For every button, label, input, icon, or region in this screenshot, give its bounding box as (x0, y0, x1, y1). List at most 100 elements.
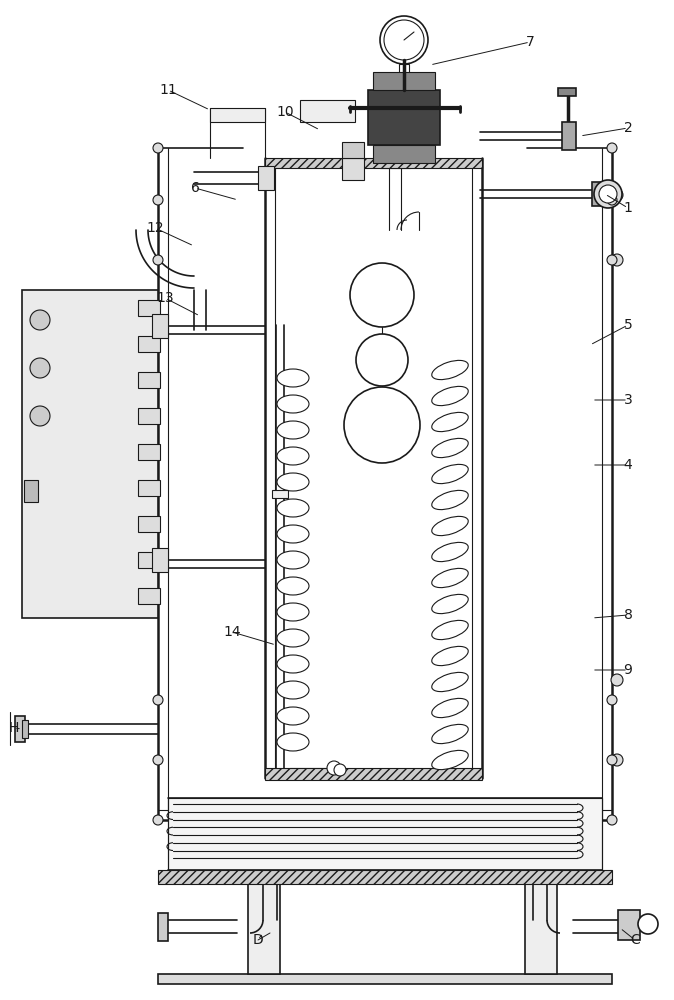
Ellipse shape (277, 369, 309, 387)
Bar (138, 336, 160, 352)
Bar (342, 158, 364, 180)
Ellipse shape (277, 395, 309, 413)
Circle shape (153, 195, 163, 205)
Text: 12: 12 (146, 221, 164, 235)
Bar (22, 720, 28, 738)
Ellipse shape (432, 568, 468, 588)
Circle shape (607, 695, 617, 705)
Bar (15, 716, 25, 742)
Circle shape (153, 255, 163, 265)
Text: 5: 5 (623, 318, 632, 332)
Text: D: D (253, 933, 264, 947)
Ellipse shape (277, 681, 309, 699)
Text: H: H (9, 721, 19, 735)
Bar (265, 158, 482, 168)
Circle shape (611, 254, 623, 266)
Text: 7: 7 (526, 35, 534, 49)
Text: 10: 10 (276, 105, 294, 119)
Circle shape (30, 406, 50, 426)
Ellipse shape (277, 577, 309, 595)
Circle shape (327, 761, 341, 775)
Text: 6: 6 (191, 181, 200, 195)
Bar (138, 300, 160, 316)
Text: 1: 1 (623, 201, 632, 215)
Ellipse shape (432, 360, 468, 380)
Circle shape (638, 914, 658, 934)
Circle shape (611, 754, 623, 766)
Bar (22, 290, 158, 618)
Bar (258, 166, 274, 190)
Bar (138, 516, 160, 532)
Ellipse shape (432, 594, 468, 614)
Bar (138, 588, 160, 604)
Bar (399, 64, 409, 82)
Bar (158, 974, 612, 984)
Circle shape (30, 310, 50, 330)
Ellipse shape (277, 499, 309, 517)
Bar (562, 122, 576, 150)
Ellipse shape (277, 603, 309, 621)
Circle shape (153, 815, 163, 825)
Circle shape (611, 674, 623, 686)
Circle shape (607, 255, 617, 265)
Bar (342, 142, 364, 158)
Bar (152, 548, 168, 572)
Bar (300, 100, 355, 122)
Text: C: C (630, 933, 640, 947)
Bar (373, 145, 435, 163)
Ellipse shape (277, 473, 309, 491)
Bar (152, 314, 168, 338)
Circle shape (611, 189, 623, 201)
Ellipse shape (432, 542, 468, 562)
Ellipse shape (277, 551, 309, 569)
Bar (558, 88, 576, 96)
Circle shape (594, 180, 622, 208)
Bar (592, 182, 606, 206)
Ellipse shape (432, 412, 468, 432)
Ellipse shape (432, 646, 468, 666)
Circle shape (607, 195, 617, 205)
Bar (525, 884, 557, 974)
Circle shape (153, 143, 163, 153)
Ellipse shape (432, 386, 468, 406)
Text: 13: 13 (156, 291, 174, 305)
Circle shape (607, 755, 617, 765)
Circle shape (350, 263, 414, 327)
Text: 3: 3 (623, 393, 632, 407)
Bar (368, 90, 440, 145)
Bar (272, 490, 288, 498)
Ellipse shape (432, 724, 468, 744)
Circle shape (356, 334, 408, 386)
Text: 11: 11 (159, 83, 177, 97)
Circle shape (384, 20, 424, 60)
Bar (210, 108, 265, 122)
Text: 14: 14 (223, 625, 241, 639)
Ellipse shape (432, 698, 468, 718)
Bar (138, 408, 160, 424)
Ellipse shape (432, 750, 468, 770)
Ellipse shape (432, 490, 468, 510)
Ellipse shape (432, 672, 468, 692)
Circle shape (334, 764, 346, 776)
Ellipse shape (277, 525, 309, 543)
Circle shape (153, 755, 163, 765)
Circle shape (607, 815, 617, 825)
Text: 9: 9 (623, 663, 632, 677)
Ellipse shape (277, 707, 309, 725)
Bar (168, 798, 602, 870)
Ellipse shape (432, 464, 468, 484)
Bar (24, 480, 38, 502)
Bar (248, 884, 280, 974)
Text: 8: 8 (623, 608, 632, 622)
Bar (158, 870, 612, 884)
Bar (158, 913, 168, 941)
Ellipse shape (432, 620, 468, 640)
Bar (138, 552, 160, 568)
Ellipse shape (432, 438, 468, 458)
Ellipse shape (277, 733, 309, 751)
Bar (138, 480, 160, 496)
Text: 4: 4 (623, 458, 632, 472)
Circle shape (344, 387, 420, 463)
Circle shape (30, 358, 50, 378)
Bar (265, 768, 482, 780)
